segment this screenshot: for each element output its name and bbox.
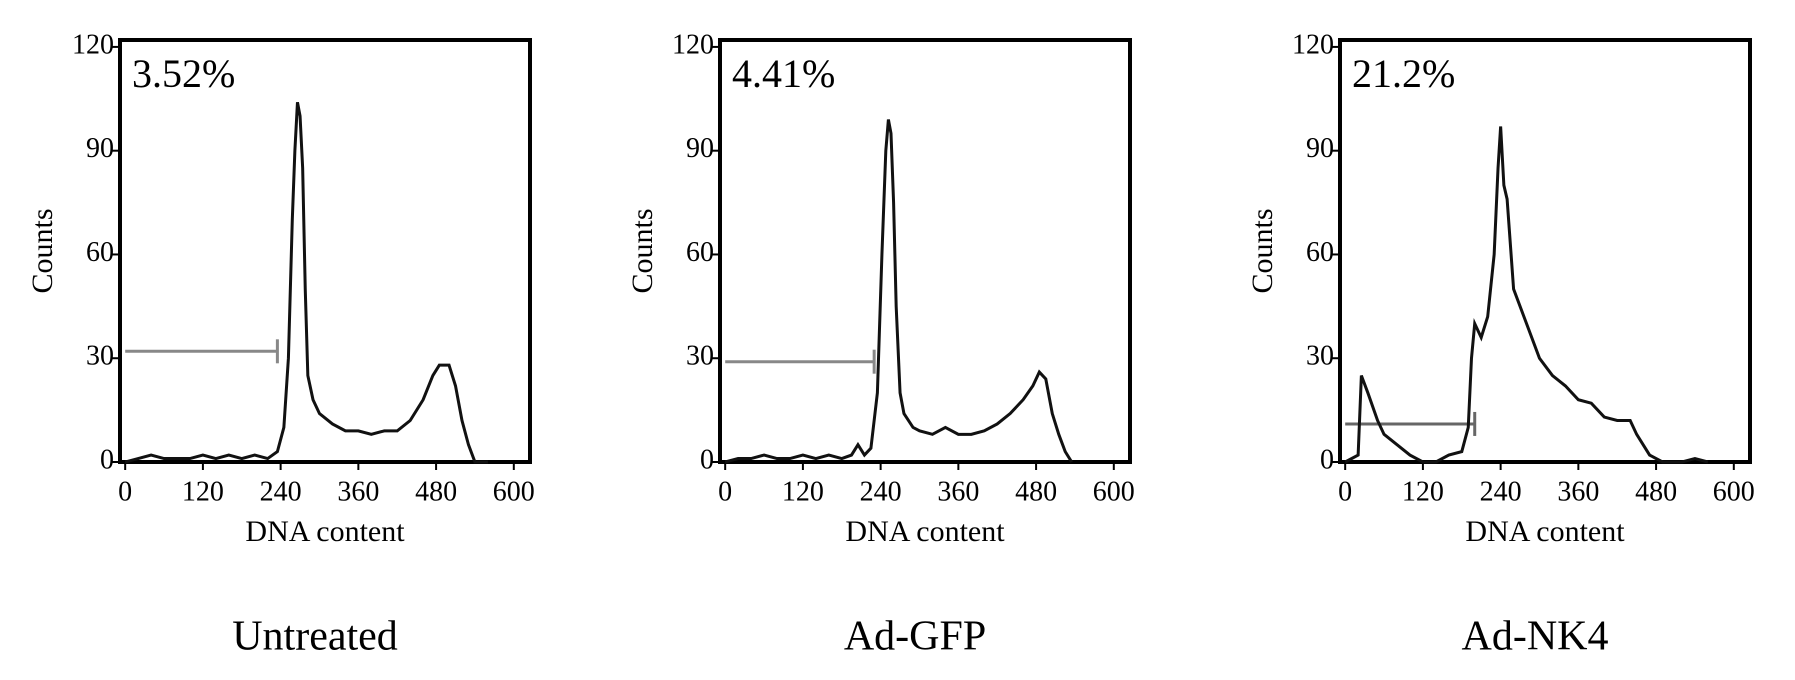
y-tick-label: 90 [1306,133,1334,164]
histogram-line [1344,126,1709,464]
y-tick-label: 0 [1320,444,1334,475]
x-tick-label: 0 [718,476,732,507]
y-axis-label: Counts [1246,208,1279,293]
annotation: 21.2% [1352,51,1455,96]
x-tick-label: 480 [415,476,457,507]
y-axis-label: Counts [26,208,59,293]
y-axis-label: Counts [626,208,659,293]
y-tick-label: 0 [700,444,714,475]
x-tick-label: 480 [1635,476,1677,507]
y-tick-label: 60 [1306,237,1334,268]
x-tick-label: 240 [1480,476,1522,507]
x-tick-label: 0 [1338,476,1352,507]
x-tick-label: 600 [1713,476,1755,507]
y-tick-label: 120 [72,29,114,60]
x-tick-label: 120 [1402,476,1444,507]
y-tick-label: 60 [86,237,114,268]
y-tick-label: 30 [1306,341,1334,372]
y-tick-label: 90 [86,133,114,164]
plot-frame [718,38,1132,464]
x-tick-label: 600 [493,476,535,507]
x-tick-label: 360 [937,476,979,507]
histogram-line [124,101,488,464]
annotation: 4.41% [732,51,835,96]
x-tick-label: 360 [337,476,379,507]
x-axis-label: DNA content [1465,515,1625,548]
annotation: 3.52% [132,51,235,96]
caption: Ad-GFP [844,614,986,660]
x-axis-label: DNA content [845,515,1005,548]
x-tick-label: 600 [1093,476,1135,507]
y-tick-label: 120 [1292,29,1334,60]
y-tick-label: 90 [686,133,714,164]
plot-frame [118,38,532,464]
y-tick-label: 120 [672,29,714,60]
x-tick-label: 480 [1015,476,1057,507]
y-tick-label: 0 [100,444,114,475]
x-tick-label: 240 [860,476,902,507]
x-tick-label: 240 [260,476,302,507]
caption: Untreated [232,614,398,660]
plot-frame [1338,38,1752,464]
x-tick-label: 0 [118,476,132,507]
y-tick-label: 60 [686,237,714,268]
y-tick-label: 30 [686,341,714,372]
caption: Ad-NK4 [1462,614,1609,660]
histogram-line [724,119,1073,464]
x-axis-label: DNA content [245,515,405,548]
x-tick-label: 120 [182,476,224,507]
y-tick-label: 30 [86,341,114,372]
x-tick-label: 360 [1557,476,1599,507]
x-tick-label: 120 [782,476,824,507]
